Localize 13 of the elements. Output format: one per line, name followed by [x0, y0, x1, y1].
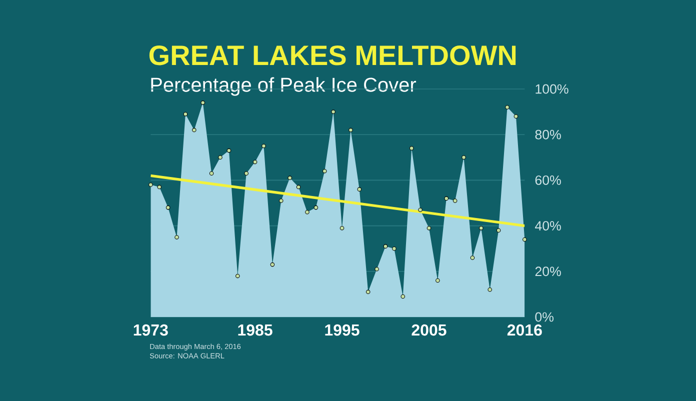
x-tick-label: 2005: [412, 324, 446, 336]
chart-subtitle: Percentage of Peak Ice Cover: [151, 77, 416, 96]
x-tick-label: 1973: [134, 324, 168, 336]
chart-title: GREAT LAKES MELTDOWN: [149, 45, 516, 66]
y-tick-label: 60%: [535, 175, 561, 185]
x-tick-label: 1985: [238, 324, 272, 336]
y-tick-label: 40%: [535, 221, 561, 231]
x-tick-label: 2016: [507, 324, 542, 336]
y-tick-label: 80%: [535, 130, 561, 140]
y-tick-label: 0%: [535, 312, 554, 322]
y-tick-label: 100%: [536, 84, 568, 94]
y-tick-label: 20%: [535, 266, 561, 276]
x-tick-label: 1995: [325, 324, 360, 336]
